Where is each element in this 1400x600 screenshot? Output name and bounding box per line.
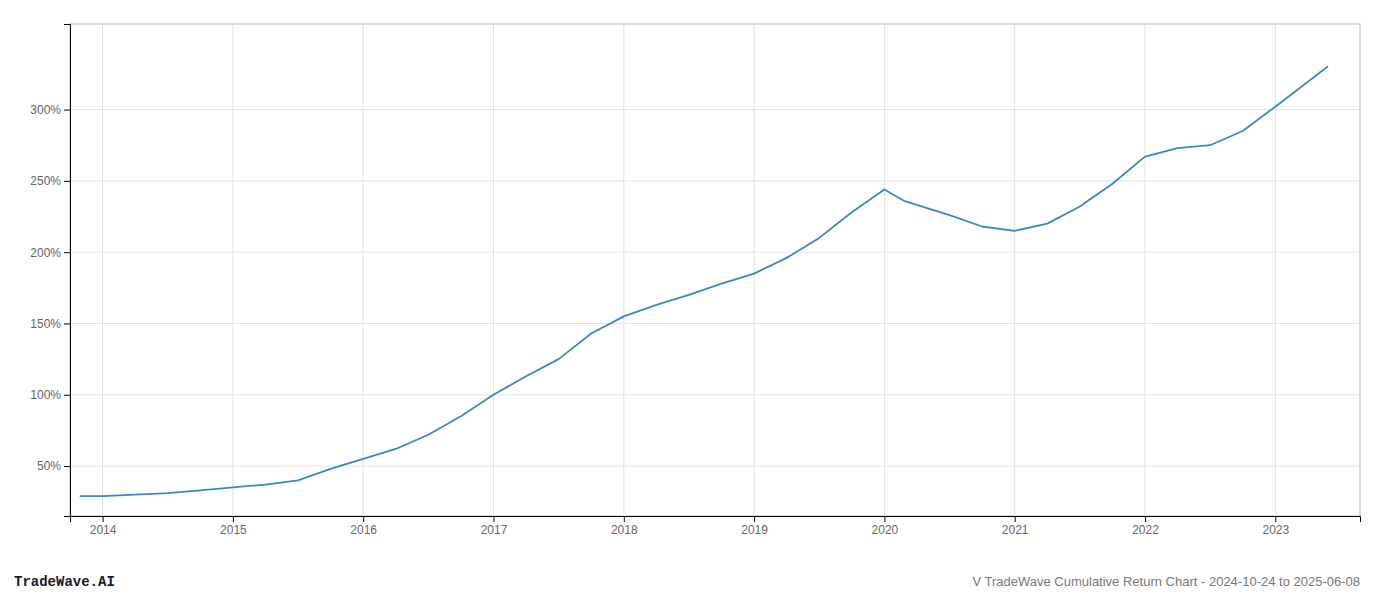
x-axis: 2014 2015 2016 2017 2018 2019 2020 2021 2022 2023 <box>71 516 1361 537</box>
grid-line-y <box>70 466 1360 467</box>
tick: 2019 <box>741 516 768 537</box>
grid-line-x <box>1014 24 1015 516</box>
chart-container: 2014 2015 2016 2017 2018 2019 2020 2021 2022 2023… <box>0 0 1400 600</box>
tick-label: 2014 <box>90 523 117 537</box>
tick: 50% <box>37 459 70 473</box>
tick: 150% <box>30 317 70 331</box>
tick-mark <box>1145 516 1146 522</box>
tick-mark <box>64 395 70 396</box>
tick: 2016 <box>350 516 377 537</box>
tick-label: 2021 <box>1002 523 1029 537</box>
tick: 2021 <box>1002 516 1029 537</box>
tick-mark <box>64 110 70 111</box>
grid-line-y <box>70 252 1360 253</box>
tick: 2022 <box>1132 516 1159 537</box>
plot-frame <box>70 24 1360 516</box>
plot-area: 2014 2015 2016 2017 2018 2019 2020 2021 2022 2023… <box>30 24 1360 537</box>
grid-line-x <box>493 24 494 516</box>
tick-label: 250% <box>30 174 61 188</box>
tick-label: 2022 <box>1132 523 1159 537</box>
tick-label: 2018 <box>611 523 638 537</box>
tick-mark <box>64 252 70 253</box>
tick-mark <box>103 516 104 522</box>
tick: 2023 <box>1262 516 1289 537</box>
tick-mark <box>1275 516 1276 522</box>
grid-line-x <box>623 24 624 516</box>
grid-line-x <box>363 24 364 516</box>
grid-line-x <box>102 24 103 516</box>
tick-mark <box>624 516 625 522</box>
tick: 2018 <box>611 516 638 537</box>
y-axis: 50% 100% 150% 200% 250% 300% <box>30 25 70 517</box>
tick: 2017 <box>481 516 508 537</box>
grid-line-y <box>70 394 1360 395</box>
tick-mark <box>884 516 885 522</box>
tick-mark <box>1015 516 1016 522</box>
tick: 2015 <box>220 516 247 537</box>
tick-mark <box>754 516 755 522</box>
tick-mark <box>363 516 364 522</box>
grid-line-y <box>70 180 1360 181</box>
tick-label: 150% <box>30 317 61 331</box>
tick-label: 300% <box>30 103 61 117</box>
tick-mark <box>64 323 70 324</box>
tick-label: 2016 <box>350 523 377 537</box>
tick: 100% <box>30 388 70 402</box>
tick: 2014 <box>90 516 117 537</box>
grid-line-y <box>70 323 1360 324</box>
grid-line-x <box>1275 24 1276 516</box>
annotation: TradeWave.AI <box>14 574 115 590</box>
tick: 300% <box>30 103 70 117</box>
grid-line-x <box>1145 24 1146 516</box>
grid-line-x <box>754 24 755 516</box>
grid <box>70 24 1360 516</box>
tick-mark <box>493 516 494 522</box>
tick-mark <box>64 466 70 467</box>
tick-label: 50% <box>37 459 61 473</box>
tick-mark <box>64 181 70 182</box>
tick-label: 200% <box>30 246 61 260</box>
chart-svg: 2014 2015 2016 2017 2018 2019 2020 2021 2022 2023… <box>0 0 1400 600</box>
marks <box>80 67 1327 496</box>
tick: 2020 <box>872 516 899 537</box>
tick: 200% <box>30 246 70 260</box>
grid-line-x <box>232 24 233 516</box>
tick-label: 2019 <box>741 523 768 537</box>
tick-label: 2023 <box>1262 523 1289 537</box>
tick-label: 2020 <box>872 523 899 537</box>
line <box>80 67 1327 496</box>
grid-line-y <box>70 109 1360 110</box>
tick-label: 2017 <box>481 523 508 537</box>
axis-domain <box>64 25 71 517</box>
tick-label: 2015 <box>220 523 247 537</box>
tick-label: 100% <box>30 388 61 402</box>
chart-title: V TradeWave Cumulative Return Chart - 20… <box>972 574 1360 589</box>
tick: 250% <box>30 174 70 188</box>
grid-line-x <box>884 24 885 516</box>
tick-mark <box>233 516 234 522</box>
axis-domain <box>71 517 1361 523</box>
